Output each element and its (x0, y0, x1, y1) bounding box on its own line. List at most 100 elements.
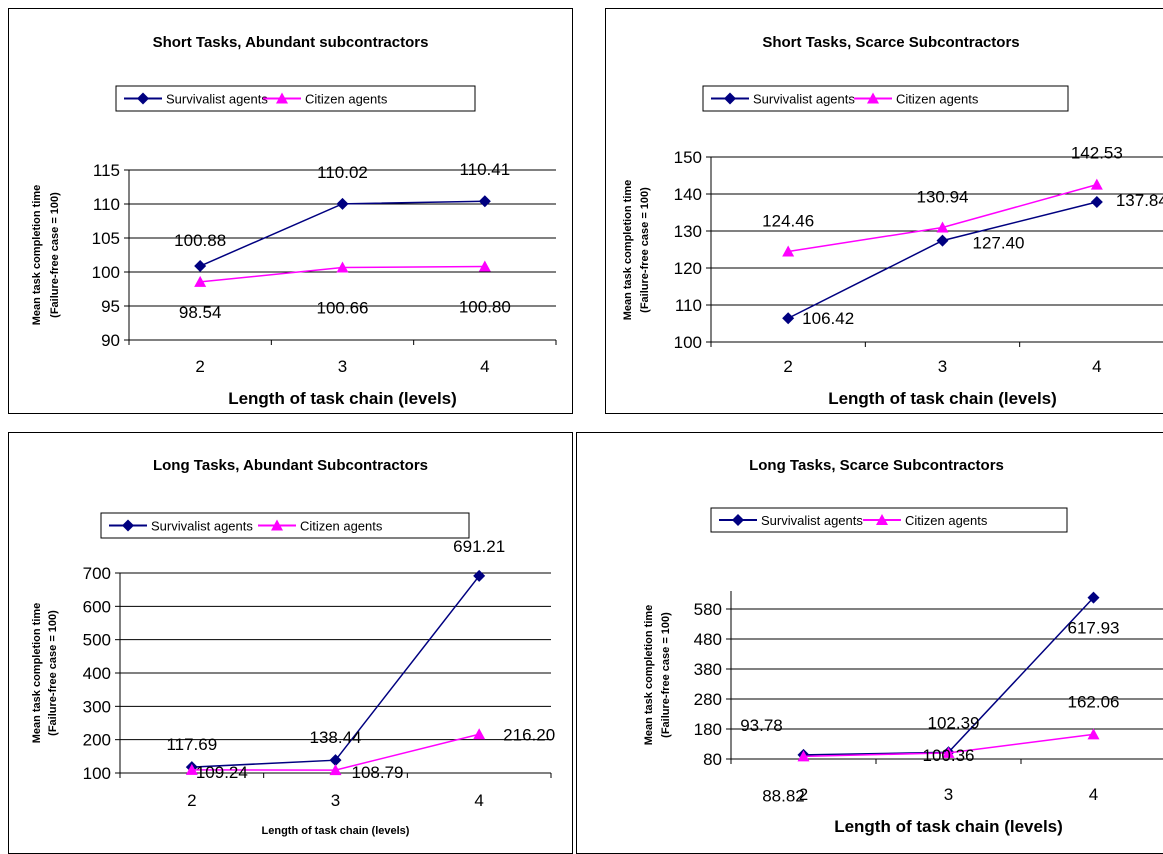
x-axis-title: Length of task chain (levels) (834, 817, 1063, 836)
legend-marker-survivalist (122, 519, 134, 532)
data-point-citizen (329, 764, 342, 776)
chart-svg: Short Tasks, Scarce Subcontractors Surviv… (622, 34, 1163, 408)
chart-panel-long-abundant: Long Tasks, Abundant Subcontractors Survi… (8, 432, 573, 854)
data-label-survivalist: 106.42 (802, 309, 854, 328)
x-axis-title: Length of task chain (levels) (262, 825, 410, 837)
y-tick-label: 180 (694, 720, 722, 739)
chart-title: Short Tasks, Scarce Subcontractors (762, 34, 1019, 51)
y-axis-title-line: Mean task completion time (31, 603, 43, 744)
y-tick-label: 80 (703, 750, 722, 769)
y-tick-label: 280 (694, 690, 722, 709)
x-tick-label: 2 (187, 791, 196, 810)
chart-title: Short Tasks, Abundant subcontractors (153, 34, 429, 51)
data-label-survivalist: 93.78 (740, 716, 783, 735)
chart-svg: Short Tasks, Abundant subcontractors Surv… (31, 34, 557, 408)
data-label-citizen: 100.80 (459, 298, 511, 317)
legend-label-survivalist: Survivalist agents (151, 519, 253, 534)
legend-marker-citizen (271, 519, 283, 531)
y-tick-label: 380 (694, 660, 722, 679)
data-label-survivalist: 110.02 (317, 163, 368, 182)
y-tick-label: 100 (83, 764, 111, 783)
y-tick-label: 100 (674, 333, 702, 352)
data-label-citizen: 100.66 (317, 299, 369, 318)
y-tick-label: 200 (83, 731, 111, 750)
chart-svg: Long Tasks, Scarce Subcontractors Surviva… (643, 457, 1163, 836)
y-tick-label: 110 (93, 195, 120, 214)
x-tick-label: 3 (338, 357, 347, 376)
y-tick-label: 120 (674, 259, 702, 278)
x-tick-label: 4 (480, 357, 489, 376)
data-label-survivalist: 617.93 (1068, 619, 1120, 638)
y-axis-title-line: Mean task completion time (622, 180, 634, 321)
data-label-survivalist: 691.21 (453, 537, 505, 556)
y-tick-label: 580 (694, 600, 722, 619)
x-tick-label: 2 (195, 357, 204, 376)
data-label-survivalist: 117.69 (166, 735, 217, 754)
chart-panel-short-scarce: Short Tasks, Scarce Subcontractors Surviv… (605, 8, 1163, 414)
data-point-survivalist (782, 312, 795, 325)
legend-label-survivalist: Survivalist agents (166, 92, 268, 107)
data-point-survivalist (1090, 195, 1103, 208)
legend-marker-citizen (876, 514, 888, 525)
legend-label-citizen: Citizen agents (905, 513, 988, 528)
y-tick-label: 150 (674, 148, 702, 167)
y-tick-label: 95 (101, 297, 120, 316)
y-axis-title-line: (Failure-free case = 100) (47, 610, 59, 736)
y-axis-title-line: (Failure-free case = 100) (639, 187, 651, 313)
y-axis-title-line: (Failure-free case = 100) (49, 192, 61, 318)
y-axis-title-line: Mean task completion time (643, 605, 655, 746)
y-tick-label: 600 (83, 597, 111, 616)
x-tick-label: 4 (1089, 785, 1098, 804)
data-label-citizen: 130.94 (917, 188, 969, 207)
series-line-survivalist (199, 200, 485, 267)
chart-title: Long Tasks, Abundant Subcontractors (153, 457, 428, 474)
data-point-survivalist (936, 234, 949, 247)
x-tick-label: 4 (1092, 357, 1101, 376)
y-tick-label: 140 (674, 185, 702, 204)
x-tick-label: 3 (331, 791, 340, 810)
data-label-citizen: 216.20 (503, 725, 555, 744)
data-label-survivalist: 138.44 (310, 728, 362, 747)
legend-marker-citizen (276, 92, 288, 104)
y-tick-label: 90 (101, 331, 120, 350)
data-label-survivalist: 127.40 (973, 234, 1025, 253)
chart-svg: Long Tasks, Abundant Subcontractors Survi… (31, 457, 555, 837)
data-point-citizen (1090, 178, 1103, 190)
data-point-citizen (782, 245, 795, 257)
data-point-citizen (194, 275, 207, 287)
legend-marker-citizen (867, 92, 879, 104)
y-tick-label: 400 (83, 664, 111, 683)
y-tick-label: 500 (83, 631, 111, 650)
y-tick-label: 480 (694, 630, 722, 649)
y-tick-label: 100 (92, 263, 120, 282)
y-axis-title-line: (Failure-free case = 100) (660, 612, 672, 738)
chart-panel-long-scarce: Long Tasks, Scarce Subcontractors Surviva… (576, 432, 1163, 854)
legend-label-survivalist: Survivalist agents (761, 513, 863, 528)
data-label-survivalist: 110.41 (459, 160, 510, 179)
y-tick-label: 130 (674, 222, 702, 241)
data-label-citizen: 108.79 (352, 763, 404, 782)
data-label-survivalist: 102.39 (928, 713, 980, 732)
x-tick-label: 2 (799, 785, 808, 804)
legend-marker-survivalist (137, 92, 149, 105)
data-point-citizen (936, 221, 949, 233)
data-point-survivalist (329, 754, 342, 767)
data-label-citizen: 109.24 (196, 763, 248, 782)
data-label-citizen: 100.36 (923, 746, 975, 765)
legend-label-survivalist: Survivalist agents (753, 92, 855, 107)
legend-marker-survivalist (724, 92, 736, 105)
data-label-citizen: 162.06 (1068, 692, 1120, 711)
data-point-citizen (478, 260, 491, 272)
data-point-citizen (185, 763, 198, 775)
legend-label-citizen: Citizen agents (300, 519, 383, 534)
y-tick-label: 300 (83, 697, 111, 716)
data-point-citizen (942, 746, 955, 758)
data-label-citizen: 88.82 (762, 786, 805, 805)
data-point-survivalist (1087, 591, 1100, 604)
chart-title: Long Tasks, Scarce Subcontractors (749, 457, 1004, 474)
x-tick-label: 3 (938, 357, 947, 376)
x-tick-label: 2 (783, 357, 792, 376)
data-point-survivalist (336, 197, 349, 210)
data-label-survivalist: 100.88 (174, 231, 226, 250)
legend-label-citizen: Citizen agents (305, 92, 388, 107)
